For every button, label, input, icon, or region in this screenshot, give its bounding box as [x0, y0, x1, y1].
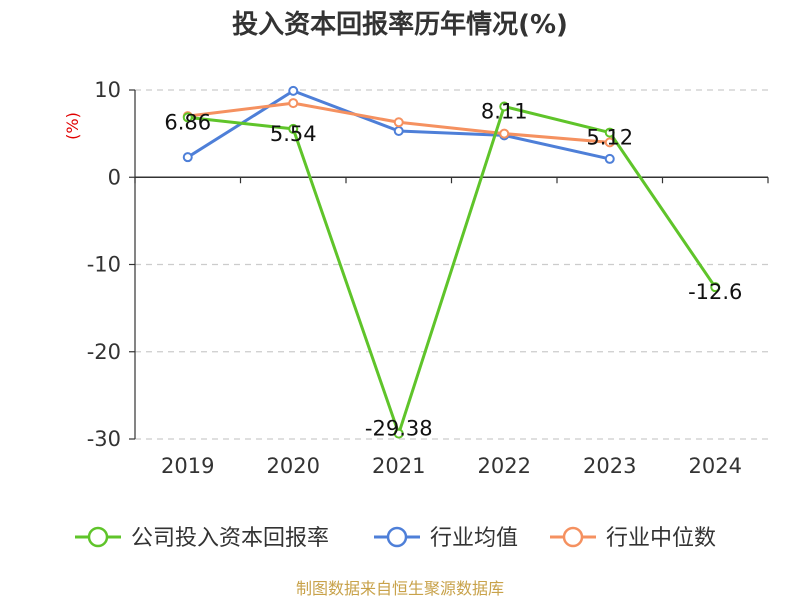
- legend-label-1: 行业均值: [430, 526, 518, 551]
- axes: 10 0 -10 -20 -30 2019 2020 2021 2022 2023 2024: [87, 78, 769, 478]
- series-0-point-2019: [182, 112, 193, 123]
- series-1-point-2020: [288, 85, 299, 96]
- series-0-point-2023: [604, 127, 615, 138]
- data-label-2022: 8.11: [481, 99, 528, 123]
- series-2-point-2021: [393, 117, 404, 128]
- legend-item-0[interactable]: 公司投入资本回报率: [75, 526, 329, 551]
- series-0-point-2021: [393, 428, 404, 439]
- legend[interactable]: 公司投入资本回报率 行业均值 行业中位数: [75, 526, 716, 551]
- y-tick-label-3: -20: [87, 340, 121, 364]
- series-1-point-2023: [604, 153, 615, 164]
- legend-swatch-marker-0: [87, 526, 109, 548]
- series-0-point-2022: [499, 101, 510, 112]
- series-1-point-2021: [393, 126, 404, 137]
- y-tick-label-2: -10: [87, 253, 121, 277]
- x-tick-label-2021: 2021: [372, 454, 425, 478]
- series-line-0: [187, 104, 717, 436]
- legend-item-1[interactable]: 行业均值: [374, 526, 518, 551]
- legend-item-2[interactable]: 行业中位数: [550, 526, 716, 551]
- x-tick-label-2023: 2023: [583, 454, 636, 478]
- y-tick-label-1: 0: [108, 165, 121, 189]
- series-0-point-2024: [710, 282, 721, 293]
- data-label-2023: 5.12: [586, 126, 633, 150]
- y-axis-unit: (%): [63, 112, 82, 140]
- x-tick-label-2019: 2019: [161, 454, 214, 478]
- x-tick-label-2020: 2020: [267, 454, 320, 478]
- legend-label-2: 行业中位数: [606, 526, 716, 551]
- legend-label-0: 公司投入资本回报率: [131, 526, 329, 551]
- series-group: [182, 85, 721, 439]
- data-label-2020: 5.54: [270, 122, 317, 146]
- series-0-point-2020: [288, 123, 299, 134]
- legend-swatch-marker-2: [562, 526, 584, 548]
- data-label-2019: 6.86: [164, 110, 211, 134]
- y-tick-label-4: -30: [87, 427, 121, 451]
- series-2-point-2022: [499, 128, 510, 139]
- x-tick-label-2024: 2024: [689, 454, 742, 478]
- source-note: 制图数据来自恒生聚源数据库: [296, 579, 504, 598]
- x-tick-label-2022: 2022: [478, 454, 531, 478]
- data-labels: 6.86 5.54 -29.38 8.11 5.12 -12.6: [164, 99, 742, 440]
- y-tick-label-0: 10: [94, 78, 121, 102]
- gridlines: [135, 89, 768, 440]
- data-label-2021: -29.38: [365, 417, 433, 441]
- series-2-point-2023: [604, 137, 615, 148]
- chart-title: 投入资本回报率历年情况(%): [232, 9, 568, 40]
- series-2-point-2020: [288, 98, 299, 109]
- legend-swatch-marker-1: [386, 526, 408, 548]
- series-1-point-2019: [182, 152, 193, 163]
- data-label-2024: -12.6: [688, 280, 742, 304]
